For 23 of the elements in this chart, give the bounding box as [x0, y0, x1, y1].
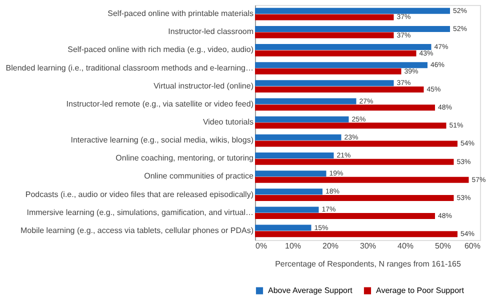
y-tick-label: Video tutorials — [202, 118, 254, 126]
x-tick-label: 10% — [284, 242, 302, 250]
y-tick-label: Instructor-led classroom — [168, 27, 254, 36]
y-tick-label: Instructor-led remote (e.g., via satellite or video feed) — [66, 99, 254, 108]
x-tick-label: 40% — [397, 242, 414, 250]
legend-label: Above Average Support — [268, 286, 354, 295]
y-tick-label: Immersive learning (e.g., simulations, gamification, and virtual… — [26, 208, 254, 217]
x-tick-label: 60% — [464, 242, 480, 250]
legend-label: Average to Poor Support — [376, 286, 465, 295]
x-tick-label: 0% — [256, 242, 268, 250]
x-tick-label: 50% — [434, 242, 452, 250]
y-tick-label: Blended learning (i.e., traditional classroom methods and e-learning… — [6, 63, 254, 72]
y-tick-label: Online communities of practice — [144, 172, 254, 181]
y-tick-label: Mobile learning (e.g., access via tablets, cellular phones or PDAs) — [20, 226, 254, 235]
y-tick-label: Self-paced online with printable materials — [108, 9, 254, 18]
y-tick-label: Online coaching, mentoring, or tutoring — [116, 154, 254, 163]
y-tick-label: Interactive learning (e.g., social media, wikis, blogs) — [70, 136, 254, 145]
y-tick-label: Podcasts (i.e., audio or video files that are released episodically) — [25, 190, 254, 199]
y-tick-label: Self-paced online with rich media (e.g., video, audio) — [68, 45, 254, 54]
x-axis-title: Percentage of Respondents, N ranges from 161-165 — [275, 260, 462, 268]
y-tick-label: Virtual instructor-led (online) — [154, 81, 254, 90]
x-tick-label: 30% — [360, 242, 376, 250]
x-tick-label: 20% — [322, 242, 339, 250]
